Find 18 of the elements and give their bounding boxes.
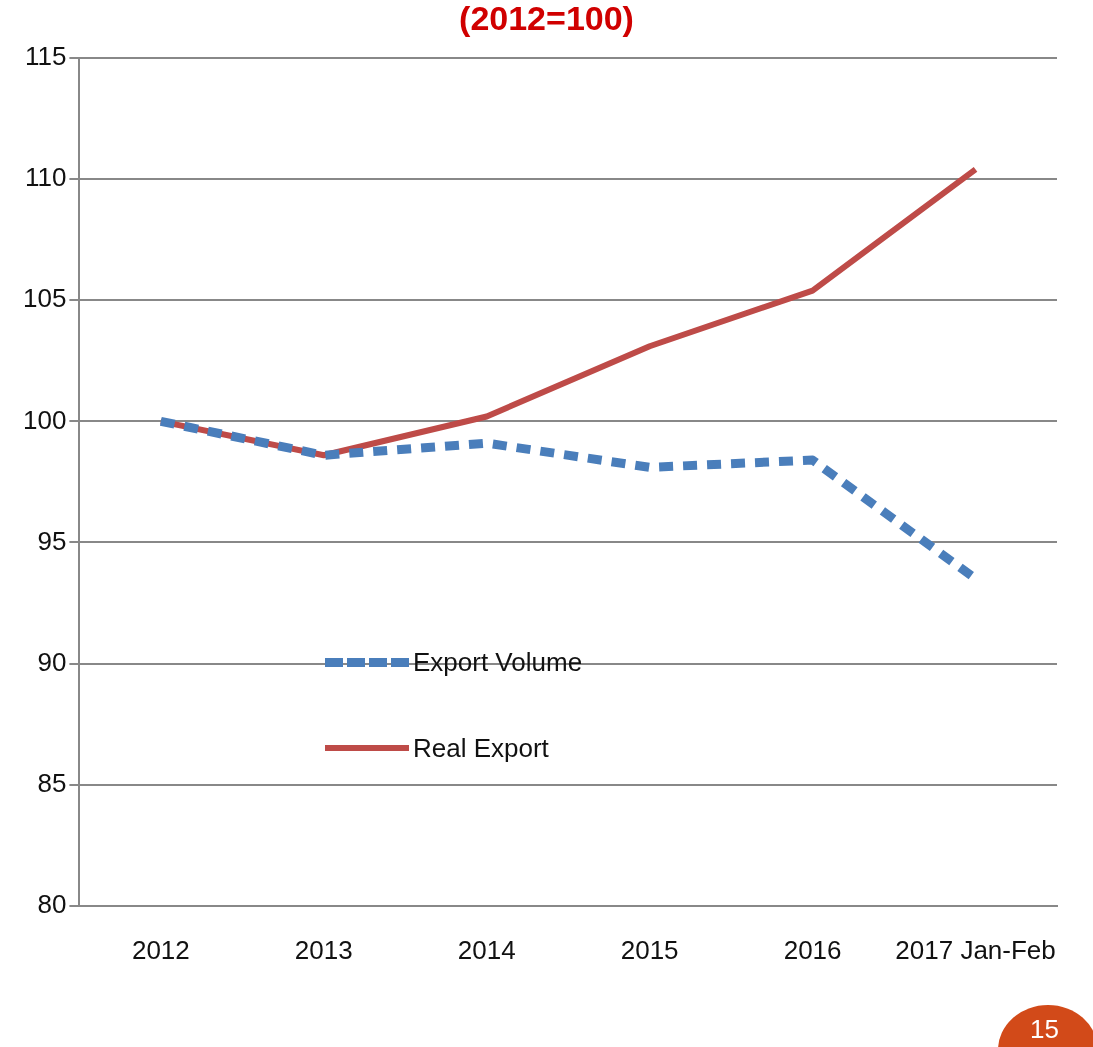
y-tick-label: 90 (37, 646, 67, 677)
x-tick-label: 2015 (620, 934, 679, 965)
x-tick-label: 2012 (131, 934, 190, 965)
y-tick-label: 100 (22, 404, 67, 435)
y-tick-label: 115 (24, 41, 67, 72)
y-tick-label: 85 (37, 767, 67, 798)
legend-label: Real Export (413, 732, 549, 764)
chart-title: (2012=100) (458, 0, 635, 37)
y-tick-label: 110 (24, 162, 67, 193)
x-tick-label: 2017 Jan-Feb (895, 934, 1056, 965)
x-tick-label: 2013 (294, 934, 353, 965)
x-tick-label: 2014 (457, 934, 516, 965)
x-tick-label: 2016 (783, 934, 842, 965)
legend-label: Export Volume (413, 646, 583, 678)
y-tick-label: 80 (37, 888, 67, 919)
text: 15 (1030, 1014, 1059, 1045)
y-tick-label: 95 (37, 525, 67, 556)
y-tick-label: 105 (22, 283, 67, 314)
